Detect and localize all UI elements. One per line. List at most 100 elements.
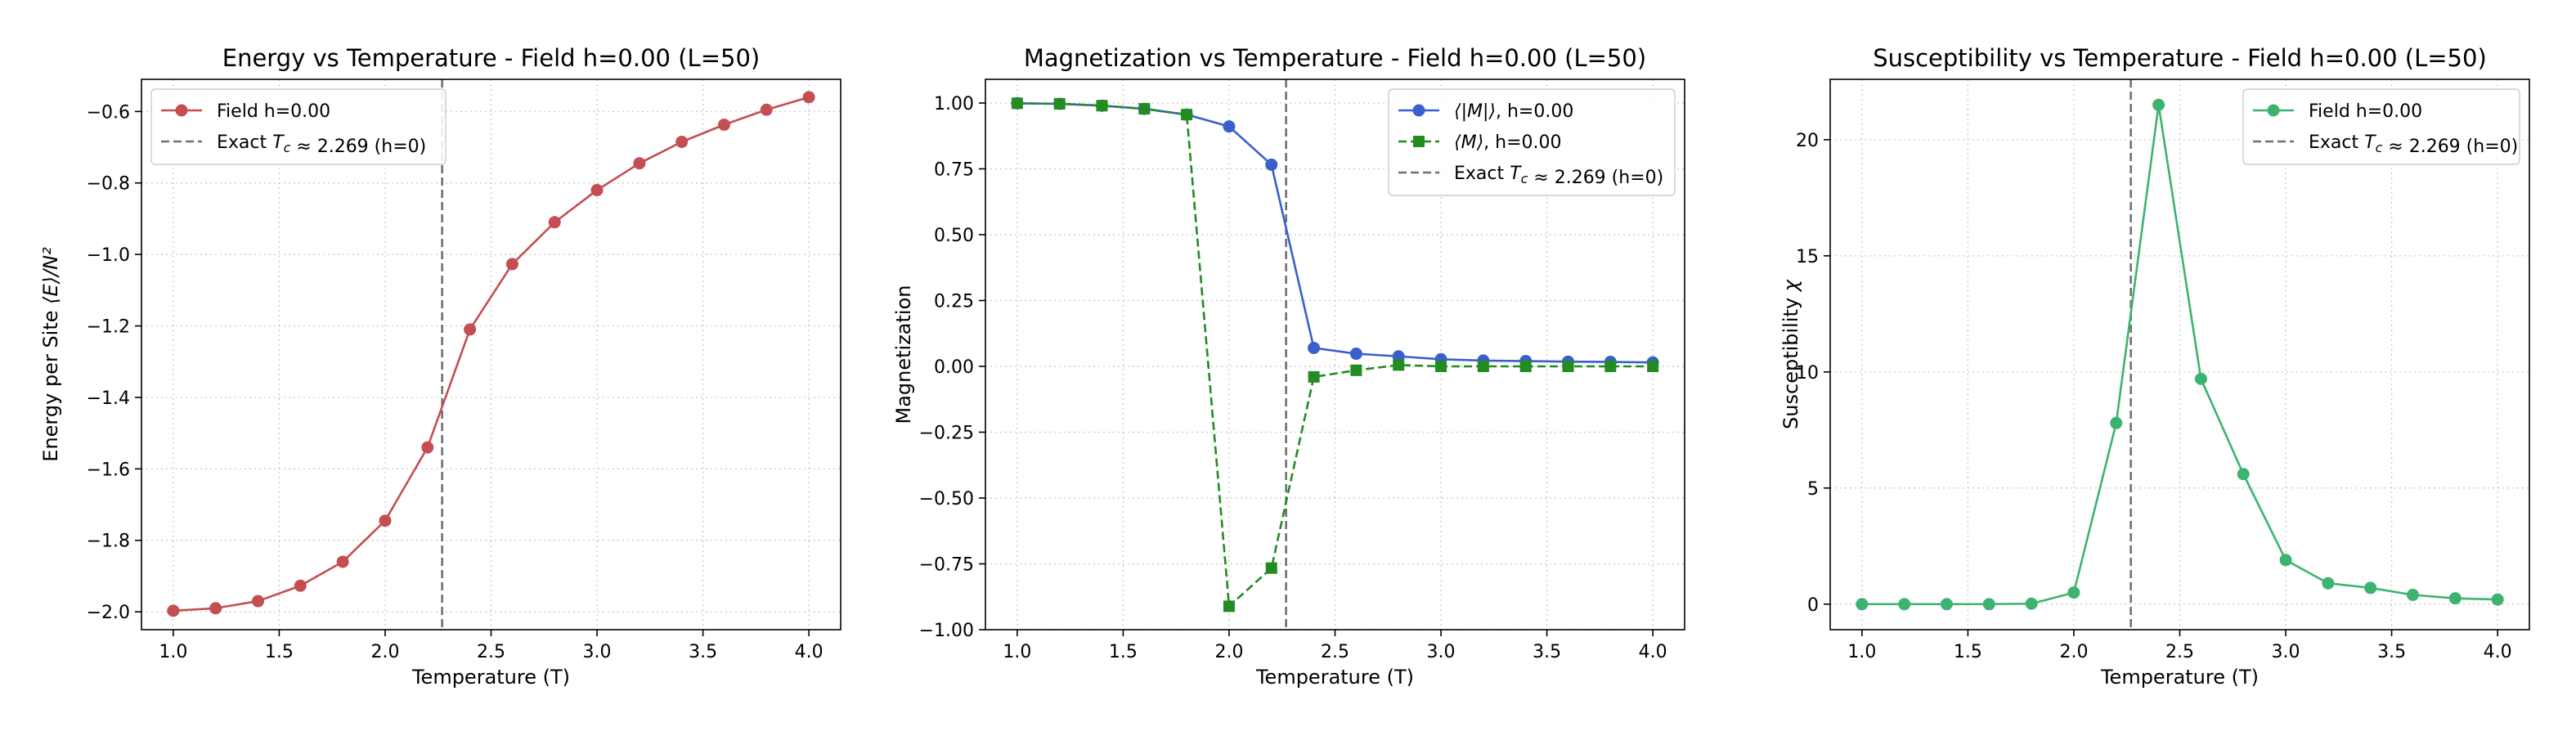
magnetization-xtick-label: 2.5 (1321, 642, 1349, 662)
susceptibility-xtick-label: 2.5 (2165, 642, 2194, 662)
energy-x-axis-label: Temperature (T) (411, 666, 570, 689)
susceptibility-ytick-label: 0 (1807, 595, 1819, 616)
magnetization-data-point (1265, 158, 1278, 171)
energy-ytick-label: −0.6 (87, 102, 130, 123)
magnetization-data-point (1138, 103, 1151, 115)
susceptibility-data-point (2237, 468, 2250, 481)
magnetization-data-point (1647, 360, 1659, 372)
susceptibility-legend-box (2242, 88, 2520, 165)
magnetization-ytick-label: −0.75 (919, 554, 974, 575)
susceptibility-data-point (2025, 597, 2038, 610)
energy-series-0 (167, 91, 815, 617)
energy-data-point (167, 604, 180, 617)
magnetization-xtick-label: 3.0 (1427, 642, 1456, 662)
energy-data-point (590, 183, 604, 196)
magnetization-data-point (1604, 360, 1617, 372)
susceptibility-xtick-label: 1.5 (1954, 642, 1982, 662)
magnetization-xtick-label: 4.0 (1639, 642, 1667, 662)
susceptibility-data-point (2407, 588, 2419, 601)
susceptibility-data-point (2067, 586, 2080, 599)
susceptibility-ytick-label: 10 (1796, 363, 1819, 384)
magnetization-data-point (1435, 360, 1447, 372)
energy-legend-label: Field h=0.00 (217, 101, 330, 122)
susceptibility-data-point (2152, 98, 2165, 111)
susceptibility-series-0 (1856, 98, 2504, 611)
magnetization-data-point (1308, 370, 1320, 383)
susceptibility-data-point (2448, 592, 2462, 605)
magnetization-data-point (1308, 341, 1321, 354)
energy-ytick-label: −0.8 (87, 174, 130, 195)
magnetization-xtick-label: 2.0 (1214, 642, 1243, 662)
magnetization-data-point (1223, 600, 1235, 613)
energy-ytick-label: −1.2 (87, 317, 130, 338)
susceptibility-xtick-label: 4.0 (2484, 642, 2512, 662)
magnetization-xtick-label: 1.0 (1003, 642, 1031, 662)
susceptibility-xtick-label: 1.0 (1847, 642, 1876, 662)
susceptibility-data-point (2110, 416, 2123, 429)
susceptibility-x-axis-label: Temperature (T) (2100, 666, 2259, 689)
magnetization-data-point (1477, 360, 1489, 372)
energy-legend-marker (175, 104, 188, 117)
energy-ytick-label: −1.4 (87, 388, 130, 409)
energy-data-point (379, 514, 392, 527)
energy-data-point (336, 555, 349, 568)
magnetization-ytick-label: 0.00 (934, 357, 974, 378)
susceptibility-data-point (1982, 598, 1995, 611)
energy-xtick-label: 2.5 (477, 642, 505, 662)
energy-data-point (464, 323, 477, 336)
magnetization-data-point (1181, 109, 1193, 121)
magnetization-legend-marker (1412, 104, 1425, 117)
susceptibility-ytick-label: 5 (1807, 479, 1819, 500)
susceptibility-xtick-label: 3.0 (2272, 642, 2300, 662)
magnetization-data-point (1096, 100, 1108, 112)
magnetization-data-point (1265, 562, 1277, 574)
magnetization-ytick-label: −1.00 (919, 621, 974, 641)
magnetization-data-point (1350, 364, 1362, 376)
energy-legend: Field h=0.00 Exact Tc ≈ 2.269 (h=0) (150, 88, 447, 165)
energy-data-point (548, 216, 561, 229)
magnetization-data-point (1223, 120, 1236, 133)
magnetization-ytick-label: 0.75 (934, 159, 974, 180)
susceptibility-data-point (1941, 598, 1953, 611)
magnetization-series-1 (1011, 97, 1659, 613)
magnetization-legend-label: ⟨M⟩, h=0.00 (1454, 132, 1562, 153)
chart-magnetization: 1.0 1.5 2.0 2.5 3.0 3.5 4.0 −1.00 −0.75 −0.50 −0.2… (892, 44, 1685, 689)
susceptibility-series-line (1861, 103, 2498, 606)
magnetization-data-point (1053, 97, 1066, 110)
energy-ytick-label: −1.6 (87, 460, 130, 480)
energy-xtick-label: 2.0 (370, 642, 399, 662)
energy-legend-box (150, 88, 447, 165)
susceptibility-data-point (2364, 581, 2377, 595)
energy-grid (141, 79, 841, 630)
energy-data-point (718, 119, 730, 132)
magnetization-data-point (1562, 360, 1574, 372)
energy-data-point (421, 441, 434, 454)
energy-data-point (505, 258, 518, 271)
susceptibility-ytick-label: 20 (1796, 131, 1819, 151)
energy-xtick-label: 3.5 (689, 642, 717, 662)
susceptibility-chart-title: Susceptibility vs Temperature - Field h=… (1873, 44, 2487, 72)
susceptibility-legend-label: Field h=0.00 (2309, 101, 2422, 122)
energy-y-axis-label: Energy per Site ⟨E⟩/N² (39, 247, 62, 462)
energy-data-point (294, 579, 307, 592)
energy-xtick-label: 3.0 (583, 642, 612, 662)
magnetization-data-point (1519, 360, 1532, 372)
magnetization-legend-box (1388, 88, 1676, 196)
magnetization-ytick-label: −0.50 (919, 489, 974, 509)
magnetization-ytick-label: 0.50 (934, 226, 974, 246)
magnetization-xtick-label: 3.5 (1533, 642, 1561, 662)
energy-series-line (173, 96, 810, 613)
energy-data-point (633, 157, 646, 170)
susceptibility-y-axis-label: Susceptibility χ (1779, 279, 1802, 429)
susceptibility-data-point (2491, 593, 2504, 606)
susceptibility-legend-marker (2267, 104, 2280, 117)
energy-data-point (252, 595, 264, 608)
susceptibility-ytick-label: 15 (1796, 247, 1819, 267)
energy-data-point (209, 602, 222, 615)
susceptibility-grid (1830, 79, 2529, 630)
magnetization-y-axis-label: Magnetization (892, 285, 915, 424)
chart-susceptibility: 1.0 1.5 2.0 2.5 3.0 3.5 4.0 0 5 10 15 20 Susceptibil… (1779, 44, 2530, 689)
